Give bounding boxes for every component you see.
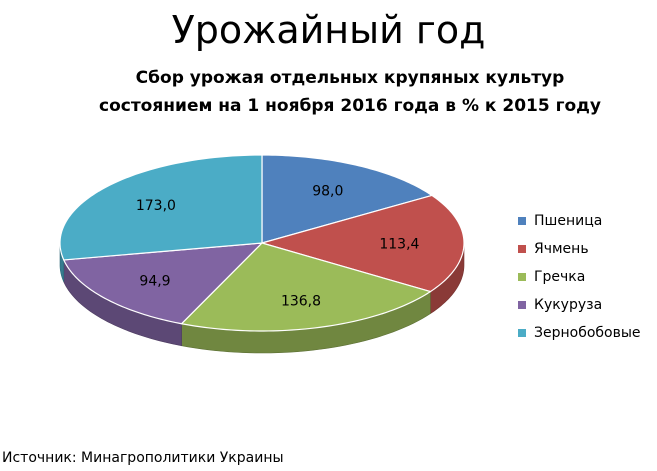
chart-subtitle-line-2: состоянием на 1 ноября 2016 года в % к 2… — [99, 96, 601, 116]
pie-slice-wheat — [261, 154, 433, 244]
pie-slice-barley — [261, 194, 465, 293]
legend-label: Кукуруза — [534, 297, 603, 313]
legend-item-corn: Кукуруза — [518, 291, 641, 319]
pie-slices — [59, 154, 465, 332]
source-note: Источник: Минагрополитики Украины — [2, 450, 284, 466]
legend-item-buckwheat: Гречка — [518, 263, 641, 291]
data-label-buckwheat: 136,8 — [281, 293, 321, 309]
page-title: Урожайный год — [171, 8, 486, 52]
legend-swatch — [518, 217, 526, 225]
legend-item-wheat: Пшеница — [518, 207, 641, 235]
legend-label: Ячмень — [534, 241, 589, 257]
data-label-wheat: 98,0 — [312, 184, 343, 200]
pie-slice-corn — [63, 242, 263, 325]
pie-data-labels: 98,0 113,4 136,8 94,9 173,0 — [136, 184, 420, 310]
legend-swatch — [518, 273, 526, 281]
data-label-barley: 113,4 — [379, 236, 419, 252]
legend-label: Гречка — [534, 269, 586, 285]
legend-swatch — [518, 301, 526, 309]
legend-item-barley: Ячмень — [518, 235, 641, 263]
legend-item-legumes: Зернобобовые — [518, 319, 641, 347]
data-label-legumes: 173,0 — [136, 198, 176, 214]
legend-label: Зернобобовые — [534, 325, 641, 341]
pie-slice-legumes — [59, 154, 263, 261]
legend-swatch — [518, 329, 526, 337]
chart-subtitle-line-1: Сбор урожая отдельных крупяных культур — [135, 68, 565, 88]
data-label-corn: 94,9 — [139, 274, 170, 290]
chart-legend: Пшеница Ячмень Гречка Кукуруза Зернобобо… — [518, 207, 641, 347]
pie-slice-buckwheat — [180, 242, 431, 332]
legend-swatch — [518, 245, 526, 253]
legend-label: Пшеница — [534, 213, 603, 229]
